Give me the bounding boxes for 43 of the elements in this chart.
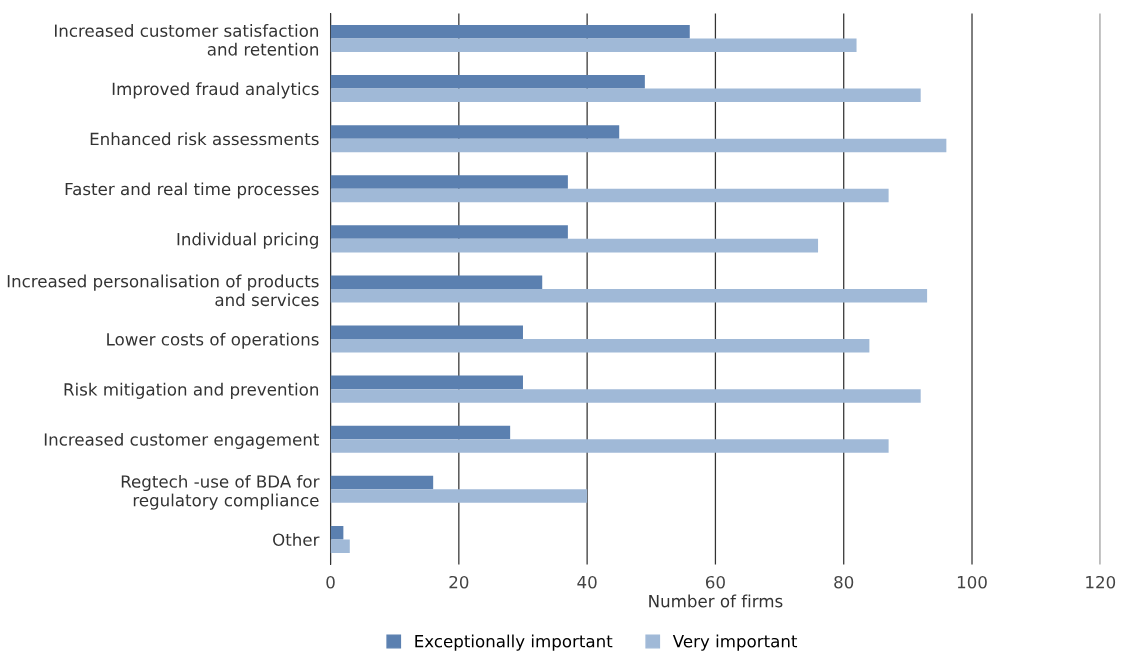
bar bbox=[330, 24, 690, 39]
y-tick-label: Enhanced risk assessments bbox=[90, 132, 319, 146]
x-tick-label: 100 bbox=[957, 575, 987, 589]
bar bbox=[330, 475, 434, 490]
x-tick-label: 0 bbox=[326, 575, 335, 589]
bar bbox=[330, 339, 870, 353]
bar bbox=[330, 138, 947, 153]
bar bbox=[330, 288, 928, 303]
x-tick-label: 80 bbox=[834, 575, 854, 589]
y-tick-label: Lower costs of operations bbox=[107, 332, 319, 349]
bar bbox=[330, 188, 889, 203]
bar bbox=[330, 425, 511, 440]
x-tick-label: 120 bbox=[1086, 575, 1116, 589]
bar bbox=[330, 325, 523, 340]
y-tick-label: Increased personalisation of products and services bbox=[7, 274, 319, 307]
bar bbox=[330, 125, 620, 139]
bar bbox=[330, 238, 819, 253]
bar bbox=[330, 38, 857, 53]
bar bbox=[330, 225, 568, 239]
y-tick-label: Regtech -use of BDA for regulatory compliance bbox=[121, 474, 320, 510]
y-tick-label: Risk mitigation and prevention bbox=[64, 382, 319, 399]
bar bbox=[330, 525, 344, 540]
x-tick-label: 20 bbox=[449, 575, 469, 589]
bar bbox=[330, 439, 889, 453]
legend-label: Exceptionally important bbox=[415, 634, 613, 651]
bar bbox=[330, 175, 568, 189]
y-tick-label: Increased customer satisfaction and retention bbox=[54, 24, 319, 56]
y-tick-label: Faster and real time processes bbox=[65, 182, 319, 199]
x-tick-label: 40 bbox=[577, 575, 597, 589]
y-tick-label: Other bbox=[273, 533, 320, 546]
bar bbox=[330, 539, 350, 553]
y-tick-label: Individual pricing bbox=[177, 232, 318, 249]
bar bbox=[330, 375, 523, 390]
bar bbox=[330, 275, 543, 289]
y-tick-label: Increased customer engagement bbox=[44, 432, 320, 450]
x-axis-title: Number of firms bbox=[649, 594, 783, 608]
bar bbox=[330, 88, 921, 103]
x-tick-label: 60 bbox=[705, 575, 725, 589]
legend-label: Very important bbox=[672, 634, 798, 651]
bar bbox=[330, 75, 645, 89]
bar bbox=[330, 489, 588, 503]
bar bbox=[330, 389, 921, 403]
y-tick-label: Improved fraud analytics bbox=[112, 82, 319, 99]
